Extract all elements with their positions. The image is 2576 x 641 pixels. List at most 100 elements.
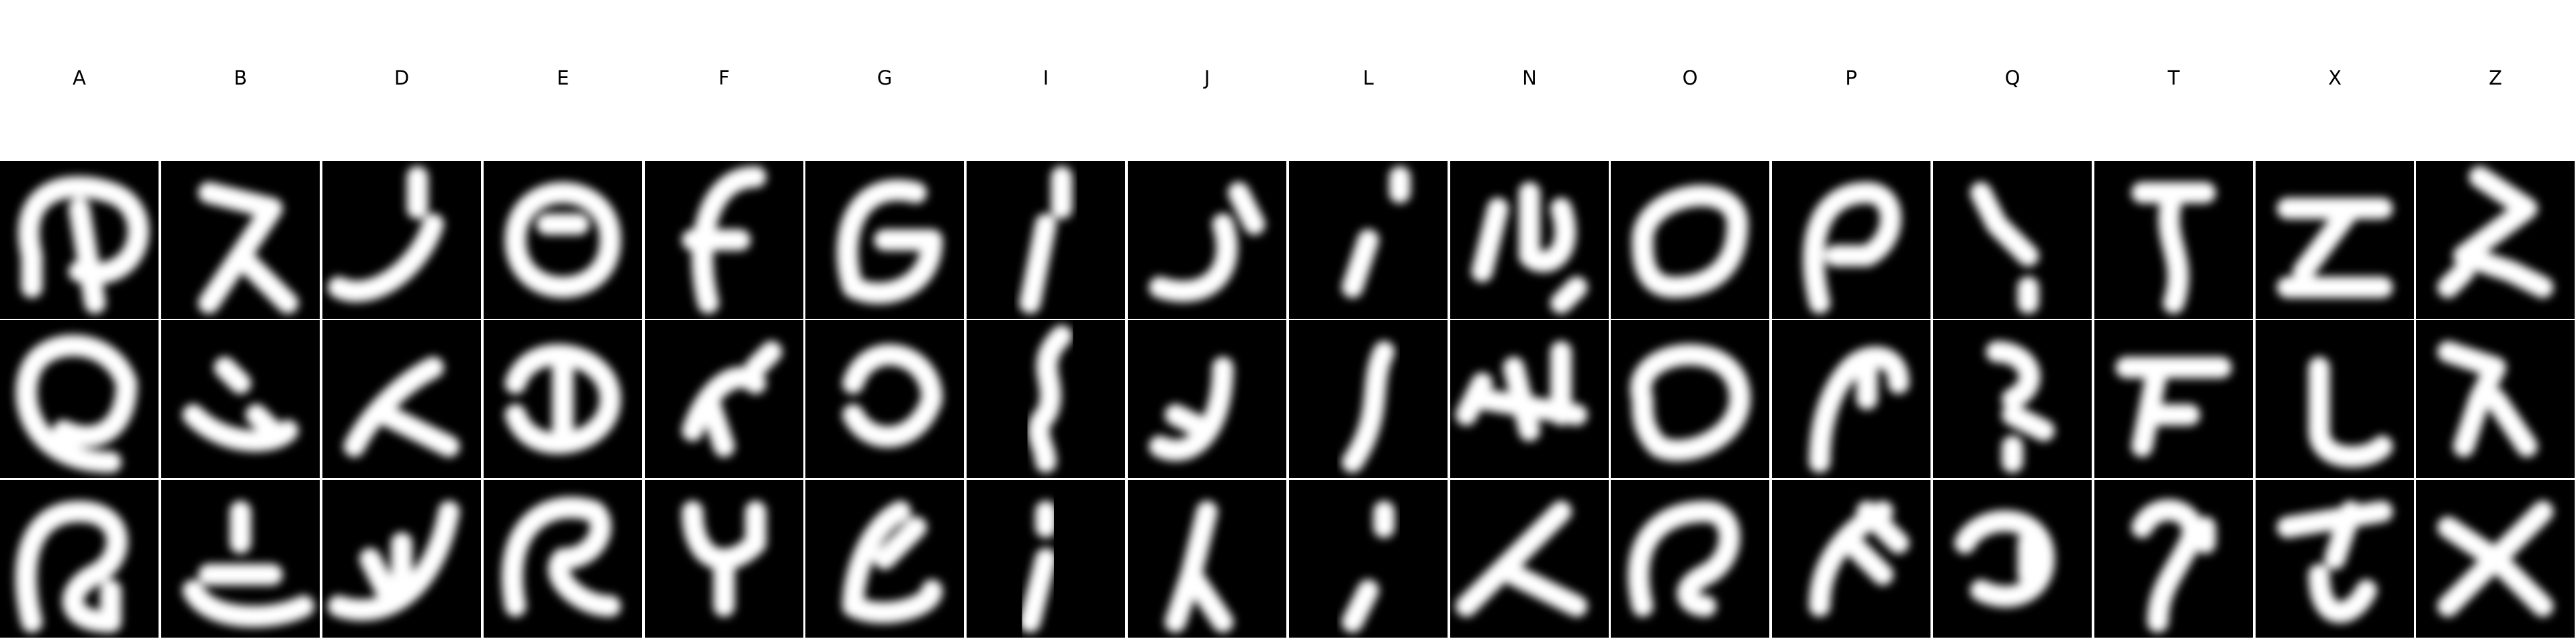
sample-f-3 [645,480,803,638]
sample-g-1 [805,161,964,319]
glyph-stroke [1986,341,2055,473]
sample-n-3 [1450,480,1609,638]
glyph-image [2131,182,2216,314]
glyph-image [328,501,460,621]
glyph-stroke [328,501,460,621]
glyph-stroke [1632,185,1748,298]
glyph-stroke [1456,341,1588,442]
glyph-stroke [182,356,299,452]
glyph-stroke [2115,356,2232,457]
sample-d-3 [322,480,481,638]
glyph-image [182,501,314,628]
glyph-image [1809,501,1910,617]
glyph-stroke [1019,501,1057,633]
glyph-image [504,182,621,298]
glyph-stroke [504,344,621,454]
column-label-g: G [877,66,893,89]
glyph-image [2131,499,2216,633]
glyph-image [1809,346,1910,473]
glyph-stroke [2131,499,2216,633]
glyph-stroke [842,501,943,624]
sample-t-3 [2094,480,2253,638]
glyph-image [18,176,149,314]
sample-a-1 [0,161,159,319]
sample-b-3 [161,480,320,638]
glyph-stroke [1628,501,1740,617]
sample-t-2 [2094,320,2253,478]
glyph-image [2437,166,2554,298]
glyph-image [1456,501,1588,617]
column-label-a: A [73,66,86,89]
glyph-image [182,356,299,452]
glyph-stroke [1630,344,1750,461]
sample-d-1 [322,161,481,319]
sample-e-2 [484,320,642,478]
sample-j-1 [1128,161,1286,319]
glyph-stroke [2437,166,2554,298]
glyph-stroke [15,501,128,633]
glyph-stroke [682,166,766,314]
sample-o-3 [1611,480,1769,638]
glyph-stroke [682,501,766,617]
sample-p-3 [1772,480,1930,638]
glyph-stroke [1165,501,1234,633]
glyph-image [842,344,943,448]
sample-l-2 [1289,320,1448,478]
sample-f-1 [645,161,803,319]
sample-z-1 [2416,161,2575,319]
glyph-stroke [1341,166,1411,298]
glyph-image [682,166,766,314]
column-label-l: L [1362,66,1374,89]
glyph-stroke [1809,346,1910,473]
glyph-image [2115,356,2232,457]
sample-a-3 [0,480,159,638]
glyph-image [2437,501,2554,617]
glyph-image [1149,356,1234,461]
column-label-p: P [1845,66,1857,89]
glyph-stroke [1954,510,2055,607]
glyph-image [1341,501,1395,633]
sample-g-3 [805,480,964,638]
glyph-stroke [2276,197,2393,298]
glyph-stroke [2131,182,2216,314]
sample-e-3 [484,480,642,638]
glyph-stroke [15,334,138,473]
glyph-image [1630,344,1750,461]
glyph-stroke [1471,182,1588,314]
sample-z-3 [2416,480,2575,638]
column-label-f: F [718,66,730,89]
glyph-stroke [504,182,621,298]
glyph-image [682,501,766,617]
glyph-image [1019,166,1073,314]
glyph-image [836,179,943,304]
glyph-stroke [2437,501,2554,617]
sample-t-1 [2094,161,2253,319]
glyph-stroke [1970,182,2039,314]
column-label-t: T [2168,66,2180,89]
glyph-stroke [1149,356,1234,461]
glyph-image [1632,185,1748,298]
sample-q-2 [1933,320,2092,478]
sample-a-2 [0,320,159,478]
glyph-stroke [1019,166,1073,314]
sample-l-3 [1289,480,1448,638]
glyph-stroke [1149,182,1265,302]
glyph-image [2276,197,2393,298]
glyph-stroke [836,179,943,304]
sample-j-2 [1128,320,1286,478]
column-label-x: X [2328,66,2342,89]
glyph-image [1456,341,1588,442]
sample-x-3 [2256,480,2414,638]
glyph-stroke [1809,501,1910,617]
glyph-stroke [2276,501,2393,624]
glyph-image [1803,182,1902,314]
glyph-image [1471,182,1588,314]
sample-x-1 [2256,161,2414,319]
glyph-stroke [182,501,314,628]
glyph-image [1341,341,1395,473]
column-label-q: Q [2004,66,2020,89]
glyph-image [504,344,621,454]
sample-g-2 [805,320,964,478]
glyph-stroke [502,497,621,617]
